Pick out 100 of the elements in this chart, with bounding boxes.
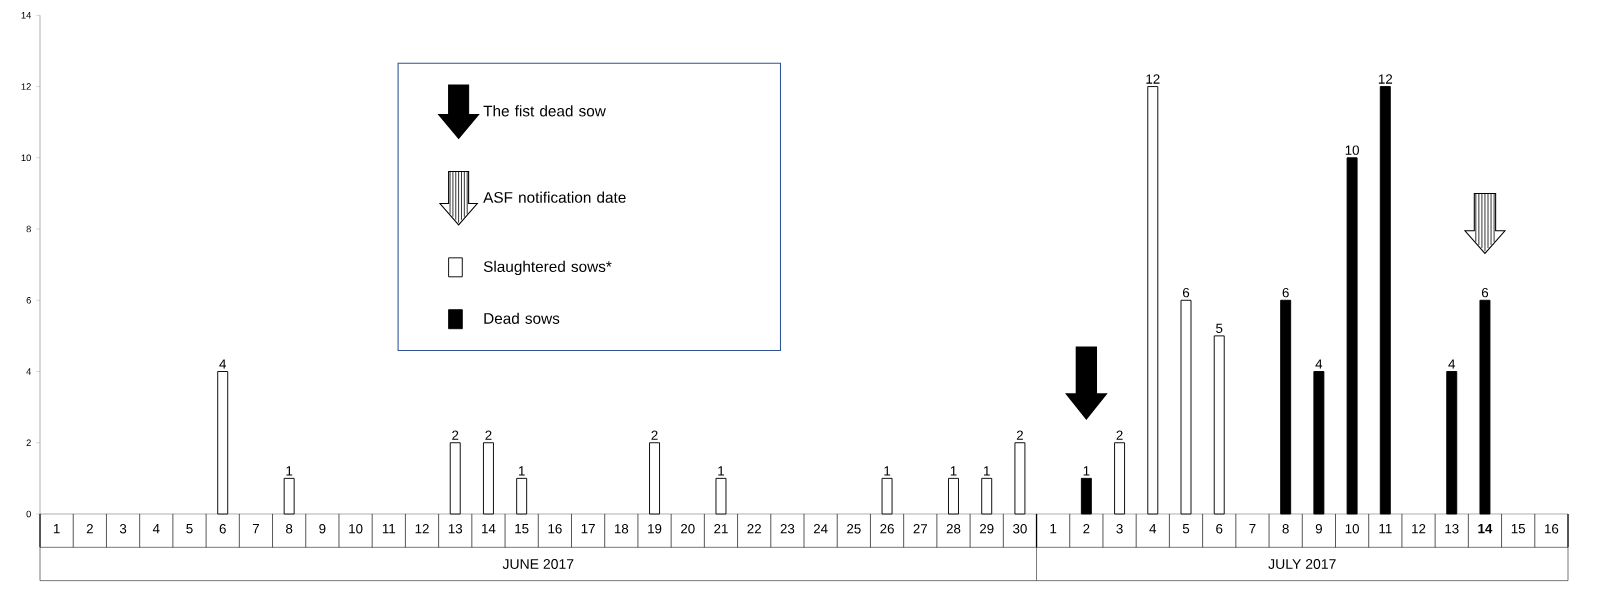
text: JUNE 2017 xyxy=(502,559,574,569)
data-label: 2 xyxy=(1016,430,1023,440)
y-tick-label: 6 xyxy=(26,296,31,304)
x-tick-label: 18 xyxy=(614,524,629,534)
x-tick-label: 2 xyxy=(1083,524,1090,534)
x-tick-label: 9 xyxy=(1315,524,1322,534)
bar xyxy=(715,477,727,515)
x-tick-label: 2 xyxy=(86,524,93,534)
y-tick-label: 2 xyxy=(26,439,31,447)
data-label: 4 xyxy=(1448,359,1456,369)
data-label: 2 xyxy=(651,430,658,440)
data-label: 5 xyxy=(1216,323,1223,333)
legend-label: Slaughtered sows* xyxy=(483,260,612,276)
x-tick-label: 8 xyxy=(286,524,293,534)
bar xyxy=(1446,371,1458,515)
x-tick-label: 8 xyxy=(1282,524,1289,534)
x-tick-label: 4 xyxy=(152,524,160,534)
x-tick-label: 15 xyxy=(515,524,529,534)
bar xyxy=(1180,299,1192,515)
y-tick-label: 4 xyxy=(26,368,32,375)
x-tick-label: 13 xyxy=(448,524,463,534)
x-tick-label: 5 xyxy=(1182,524,1190,534)
data-label: 6 xyxy=(1182,287,1190,298)
data-label: 1 xyxy=(1083,466,1090,476)
x-tick-label: 10 xyxy=(1345,524,1359,534)
bar xyxy=(981,477,993,515)
bar xyxy=(881,477,893,515)
y-tick-label: 14 xyxy=(21,12,32,19)
bar xyxy=(1479,299,1491,515)
x-tick-label: 14 xyxy=(1478,524,1493,534)
bar xyxy=(1147,86,1159,515)
x-tick-label: 1 xyxy=(1050,524,1057,534)
x-tick-label: 25 xyxy=(847,524,861,534)
x-tick-label: 17 xyxy=(581,524,595,534)
data-label: 1 xyxy=(884,466,891,476)
x-tick-label: 6 xyxy=(1216,524,1223,534)
x-tick-label: 15 xyxy=(1511,524,1526,534)
x-tick-label: 30 xyxy=(1013,524,1027,534)
data-label: 6 xyxy=(1282,287,1289,298)
x-tick-label: 24 xyxy=(813,524,828,534)
data-label: 1 xyxy=(984,466,990,476)
data-label: 2 xyxy=(452,430,459,440)
x-tick-label: 11 xyxy=(382,524,396,534)
x-tick-label: 20 xyxy=(681,524,695,534)
annotation: ASF notification date xyxy=(483,191,626,203)
data-label: 1 xyxy=(718,466,725,476)
x-tick-label: 21 xyxy=(714,524,728,534)
x-tick-label: 29 xyxy=(979,524,994,534)
x-tick-label: 11 xyxy=(1379,524,1392,534)
x-tick-label: 5 xyxy=(186,524,193,534)
data-label: 1 xyxy=(950,466,957,476)
y-tick-label: 12 xyxy=(21,83,31,90)
x-tick-label: 7 xyxy=(1249,524,1256,534)
bar xyxy=(1346,157,1358,515)
x-tick-label: 3 xyxy=(1116,524,1123,534)
x-tick-label: 19 xyxy=(648,524,662,534)
x-tick-label: 23 xyxy=(780,524,795,534)
x-tick-label: 3 xyxy=(119,524,127,534)
y-tick-label: 0 xyxy=(26,510,31,518)
x-tick-label: 26 xyxy=(880,524,894,534)
data-label: 4 xyxy=(219,359,227,369)
text: JULY 2017 xyxy=(1268,559,1336,569)
bar xyxy=(482,442,494,515)
x-tick-label: 10 xyxy=(349,524,363,534)
x-tick-label: 16 xyxy=(548,524,562,534)
bar xyxy=(948,477,959,515)
data-label: 1 xyxy=(518,466,525,476)
bar xyxy=(1080,477,1092,515)
data-label: 6 xyxy=(1481,287,1489,298)
annotation: The fist dead sow xyxy=(483,105,606,117)
data-label: 2 xyxy=(485,430,492,440)
x-tick-label: 16 xyxy=(1545,524,1559,534)
x-tick-label: 28 xyxy=(946,524,961,534)
x-tick-label: 12 xyxy=(1412,524,1426,534)
x-tick-label: 22 xyxy=(747,524,761,534)
data-label: 12 xyxy=(1378,74,1393,84)
bar xyxy=(1280,299,1292,515)
bar xyxy=(283,477,295,515)
bar xyxy=(449,442,461,515)
x-tick-label: 13 xyxy=(1445,524,1459,534)
bar xyxy=(1313,371,1325,515)
x-tick-label: 4 xyxy=(1149,524,1157,534)
bar xyxy=(1379,86,1391,515)
x-tick-label: 27 xyxy=(913,524,928,534)
bar xyxy=(1014,442,1026,515)
x-tick-label: 1 xyxy=(53,524,60,534)
x-tick-label: 7 xyxy=(252,524,259,534)
bar xyxy=(516,477,528,515)
data-label: 10 xyxy=(1345,145,1359,155)
y-tick-label: 10 xyxy=(21,154,31,162)
data-label: 12 xyxy=(1146,74,1160,84)
bar xyxy=(1213,335,1225,515)
x-tick-label: 9 xyxy=(319,524,326,534)
bar xyxy=(217,371,229,515)
data-label: 4 xyxy=(1315,359,1323,369)
x-tick-label: 12 xyxy=(415,524,429,534)
bar xyxy=(1114,442,1126,515)
data-label: 1 xyxy=(286,466,293,476)
y-tick-label: 8 xyxy=(26,225,31,233)
bar xyxy=(649,442,661,515)
